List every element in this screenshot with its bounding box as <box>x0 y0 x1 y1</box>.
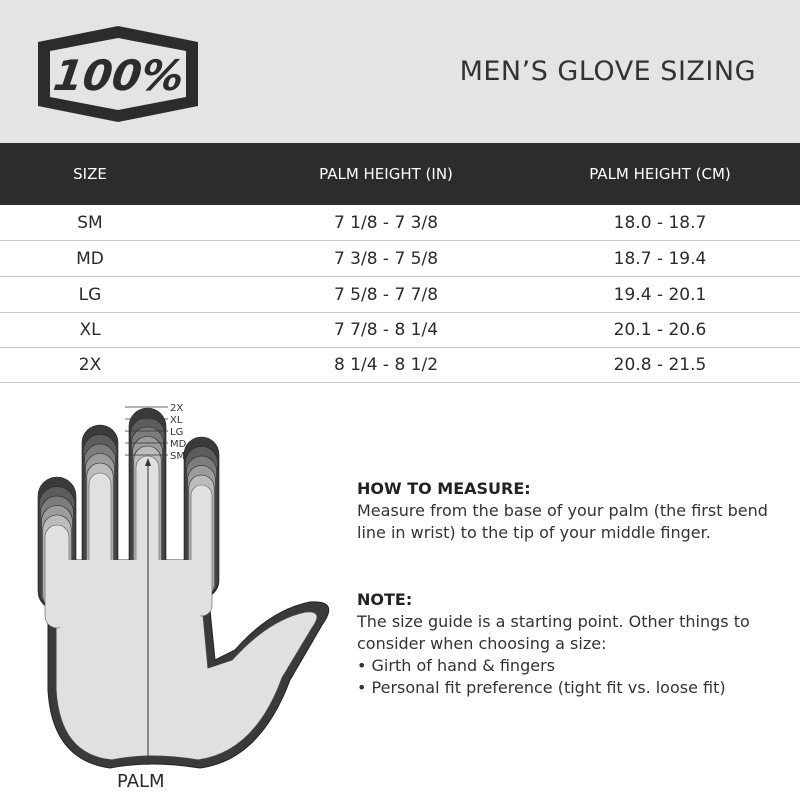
size-cell: 2X <box>78 355 102 375</box>
palm-label: PALM <box>117 771 165 792</box>
inch-cell: 7 1/8 - 7 3/8 <box>333 213 439 233</box>
note-heading: NOTE: <box>357 590 413 609</box>
table-header: SIZE PALM HEIGHT (IN) PALM HEIGHT (CM) <box>0 143 800 205</box>
page-title: MEN’S GLOVE SIZING <box>459 56 756 87</box>
how-to-measure: HOW TO MEASURE: Measure from the base of… <box>357 478 777 544</box>
table-row: LG 7 5/8 - 7 7/8 19.4 - 20.1 <box>0 277 800 313</box>
header-palm-cm: PALM HEIGHT (CM) <box>589 165 731 183</box>
size-label: SM <box>170 451 185 462</box>
header-size: SIZE <box>73 165 107 183</box>
size-label: 2X <box>170 403 183 414</box>
cm-cell: 18.0 - 18.7 <box>613 213 707 233</box>
size-cell: SM <box>77 213 103 233</box>
size-cell: LG <box>78 285 102 305</box>
table-row: SM 7 1/8 - 7 3/8 18.0 - 18.7 <box>0 205 800 241</box>
table-row: MD 7 3/8 - 7 5/8 18.7 - 19.4 <box>0 241 800 277</box>
cm-cell: 20.1 - 20.6 <box>613 320 707 340</box>
table-row: 2X 8 1/4 - 8 1/2 20.8 - 21.5 <box>0 347 800 383</box>
size-label: MD <box>170 439 187 450</box>
header-band: 100% MEN’S GLOVE SIZING <box>0 0 800 143</box>
brand-logo: 100% <box>38 26 198 122</box>
note-bullet: • Personal fit preference (tight fit vs.… <box>357 678 726 697</box>
palm-fill <box>60 560 200 640</box>
inch-cell: 7 5/8 - 7 7/8 <box>333 285 439 305</box>
size-cell: XL <box>79 320 101 340</box>
header-palm-in: PALM HEIGHT (IN) <box>319 165 453 183</box>
size-cell: MD <box>76 249 104 269</box>
size-label: XL <box>170 415 183 426</box>
arrow-icon <box>145 458 151 466</box>
note-body: The size guide is a starting point. Othe… <box>357 612 750 653</box>
table-row: XL 7 7/8 - 8 1/4 20.1 - 20.6 <box>0 312 800 348</box>
inch-cell: 8 1/4 - 8 1/2 <box>333 355 439 375</box>
size-label: LG <box>170 427 183 438</box>
cm-cell: 20.8 - 21.5 <box>613 355 707 375</box>
svg-text:100%: 100% <box>50 51 187 100</box>
note-bullet: • Girth of hand & fingers <box>357 656 555 675</box>
cm-cell: 18.7 - 19.4 <box>613 249 707 269</box>
cm-cell: 19.4 - 20.1 <box>613 285 707 305</box>
note-section: NOTE: The size guide is a starting point… <box>357 589 777 699</box>
how-to-heading: HOW TO MEASURE: <box>357 479 531 498</box>
inch-cell: 7 3/8 - 7 5/8 <box>333 249 439 269</box>
how-to-body: Measure from the base of your palm (the … <box>357 501 768 542</box>
inch-cell: 7 7/8 - 8 1/4 <box>333 320 439 340</box>
